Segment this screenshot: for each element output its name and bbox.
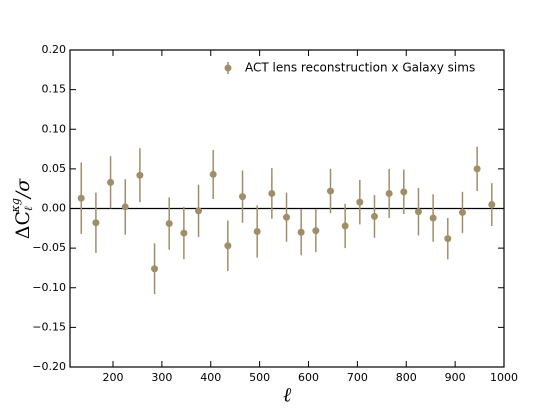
point <box>326 187 334 195</box>
x-tick-label: 300 <box>151 371 172 384</box>
point <box>195 207 203 215</box>
point <box>414 208 422 216</box>
point <box>253 227 261 235</box>
point <box>297 228 305 236</box>
y-tick-label: 0.20 <box>42 43 67 56</box>
x-axis-label: ℓ <box>283 383 292 407</box>
x-tick-label: 900 <box>445 371 466 384</box>
y-tick-label: −0.10 <box>32 281 66 294</box>
point <box>268 189 276 197</box>
x-tick-label: 200 <box>103 371 124 384</box>
y-tick-label: 0.05 <box>42 162 67 175</box>
point <box>473 165 481 173</box>
y-label-tail: /σ <box>12 178 34 200</box>
y-tick-label: −0.15 <box>32 320 66 333</box>
plot-frame <box>69 49 505 368</box>
y-tick-label: −0.05 <box>32 241 66 254</box>
point <box>385 189 393 197</box>
x-tick-label: 600 <box>298 371 319 384</box>
x-tick-label: 800 <box>396 371 417 384</box>
point <box>239 193 247 201</box>
y-tick-label: 0.00 <box>42 202 67 215</box>
point <box>312 227 320 235</box>
legend-marker <box>224 64 232 72</box>
point <box>165 220 173 228</box>
y-tick-label: −0.20 <box>32 360 66 373</box>
x-tick-label: 700 <box>347 371 368 384</box>
point <box>77 194 85 202</box>
point <box>92 219 100 227</box>
point <box>151 265 159 273</box>
point <box>136 171 144 179</box>
point <box>400 188 408 196</box>
point <box>107 178 115 186</box>
y-axis-label: ΔCℓκg/σ <box>9 178 35 240</box>
point <box>488 201 496 209</box>
point <box>121 203 129 211</box>
legend-label: ACT lens reconstruction x Galaxy sims <box>245 61 475 75</box>
y-label-main: ΔC <box>12 211 34 239</box>
x-tick-label: 1000 <box>490 371 518 384</box>
y-tick-label: 0.10 <box>42 122 67 135</box>
point <box>429 214 437 222</box>
point <box>458 208 466 216</box>
point <box>444 235 452 243</box>
y-tick-label: 0.15 <box>42 83 67 96</box>
point <box>283 213 291 221</box>
point <box>370 212 378 220</box>
point <box>341 222 349 230</box>
point <box>356 198 364 206</box>
point <box>224 242 232 250</box>
y-label-sub: ℓ <box>22 206 35 211</box>
point <box>209 170 217 178</box>
y-label-sup: κg <box>9 198 22 213</box>
x-tick-label: 500 <box>249 371 270 384</box>
x-tick-label: 400 <box>200 371 221 384</box>
point <box>180 229 188 237</box>
